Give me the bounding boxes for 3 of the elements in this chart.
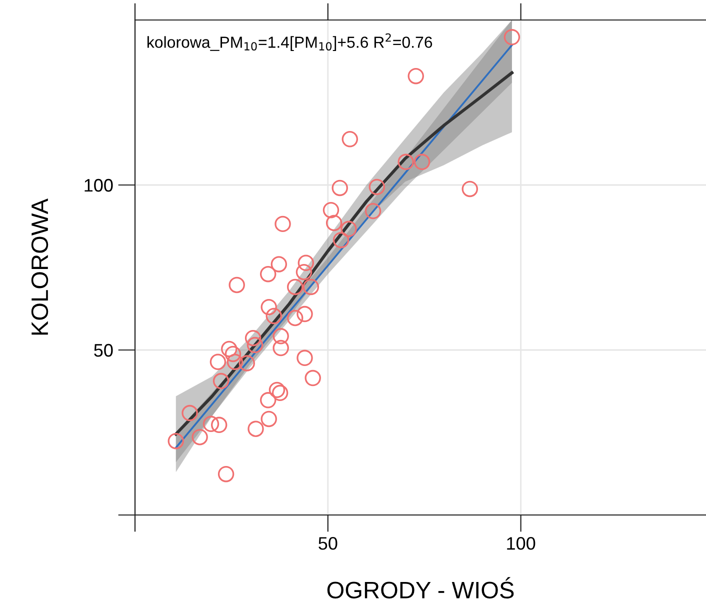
y-axis-title: KOLOROWA bbox=[31, 198, 48, 335]
annotation: kolorowa_PM$_{10}$=1.4[PM$_{10}$]+5.6 R$^{2}$=0.76 bbox=[147, 33, 432, 52]
x-axis-title: OGRODY - WIOŚ bbox=[327, 577, 514, 598]
